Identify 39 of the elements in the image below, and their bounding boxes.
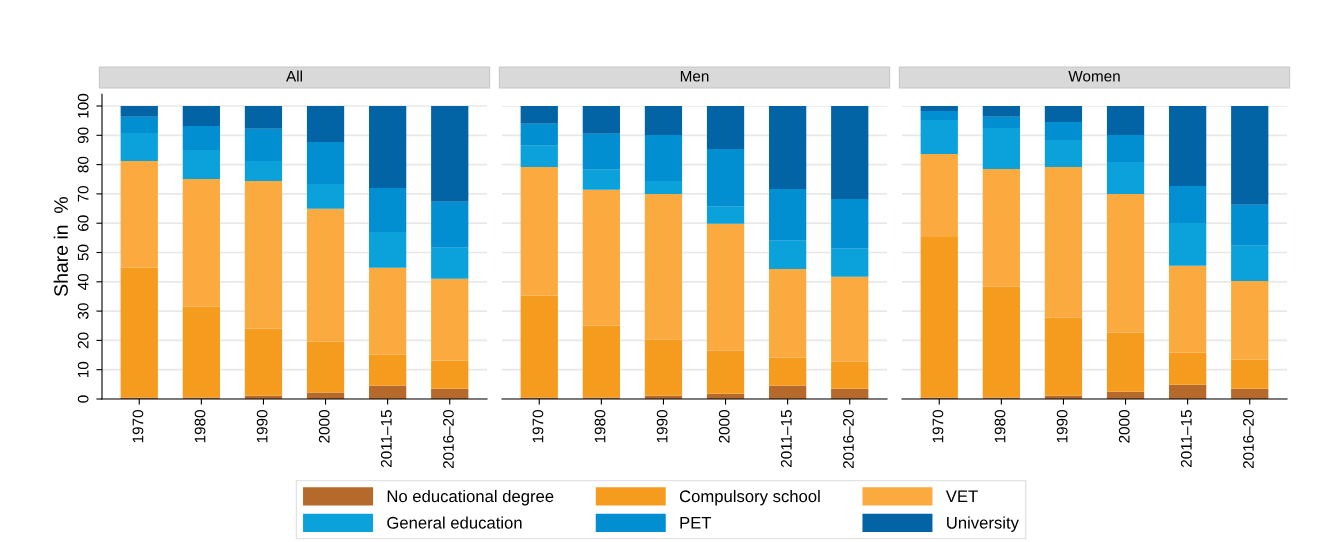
x-tick-label: 2000 bbox=[318, 410, 330, 443]
chart-title: Men bbox=[680, 70, 709, 82]
y-tick-label: 70 bbox=[77, 186, 89, 202]
x-tick-label: 2011–15 bbox=[380, 410, 392, 467]
x-tick-label: 1980 bbox=[194, 410, 206, 443]
legend-label: VET bbox=[945, 490, 978, 502]
chart-title: Women bbox=[1068, 70, 1120, 82]
legend-label: PET bbox=[680, 517, 712, 529]
x-tick-label: 2000 bbox=[718, 410, 730, 443]
x-tick-label: 1990 bbox=[1056, 410, 1068, 443]
y-tick-label: 20 bbox=[77, 332, 89, 349]
x-tick-label: 1980 bbox=[994, 410, 1006, 443]
y-tick-label: 60 bbox=[77, 215, 89, 231]
x-tick-label: 2011–15 bbox=[1180, 410, 1192, 467]
y-tick-label: 100 bbox=[77, 93, 89, 118]
x-tick-label: 1990 bbox=[656, 410, 668, 443]
chart-title: All bbox=[286, 70, 302, 82]
y-tick-label: 90 bbox=[77, 127, 89, 144]
legend-label: No educational degree bbox=[387, 489, 554, 506]
x-tick-label: 1970 bbox=[932, 410, 944, 443]
x-tick-label: 2016–20 bbox=[443, 410, 454, 469]
y-tick-label: 50 bbox=[77, 244, 89, 261]
y-tick-label: 10 bbox=[77, 361, 89, 378]
x-tick-label: 1970 bbox=[132, 410, 144, 443]
y-tick-label: 80 bbox=[77, 156, 89, 173]
y-tick-label: 30 bbox=[77, 303, 89, 320]
x-tick-label: 1990 bbox=[256, 410, 268, 443]
legend-label: Compulsory school bbox=[679, 489, 820, 506]
x-tick-label: 1970 bbox=[532, 410, 544, 443]
x-tick-label: 2016–20 bbox=[1243, 410, 1254, 469]
legend-label: University bbox=[947, 516, 1019, 532]
x-tick-label: 2011–15 bbox=[780, 410, 792, 467]
y-axis-title: Share in % bbox=[53, 197, 68, 297]
x-tick-label: 1980 bbox=[594, 410, 606, 443]
x-tick-label: 2000 bbox=[1118, 410, 1130, 443]
x-tick-label: 2016–20 bbox=[843, 410, 854, 469]
legend-label: General education bbox=[387, 516, 522, 529]
y-tick-label: 0 bbox=[77, 395, 89, 403]
y-tick-label: 40 bbox=[77, 273, 89, 290]
